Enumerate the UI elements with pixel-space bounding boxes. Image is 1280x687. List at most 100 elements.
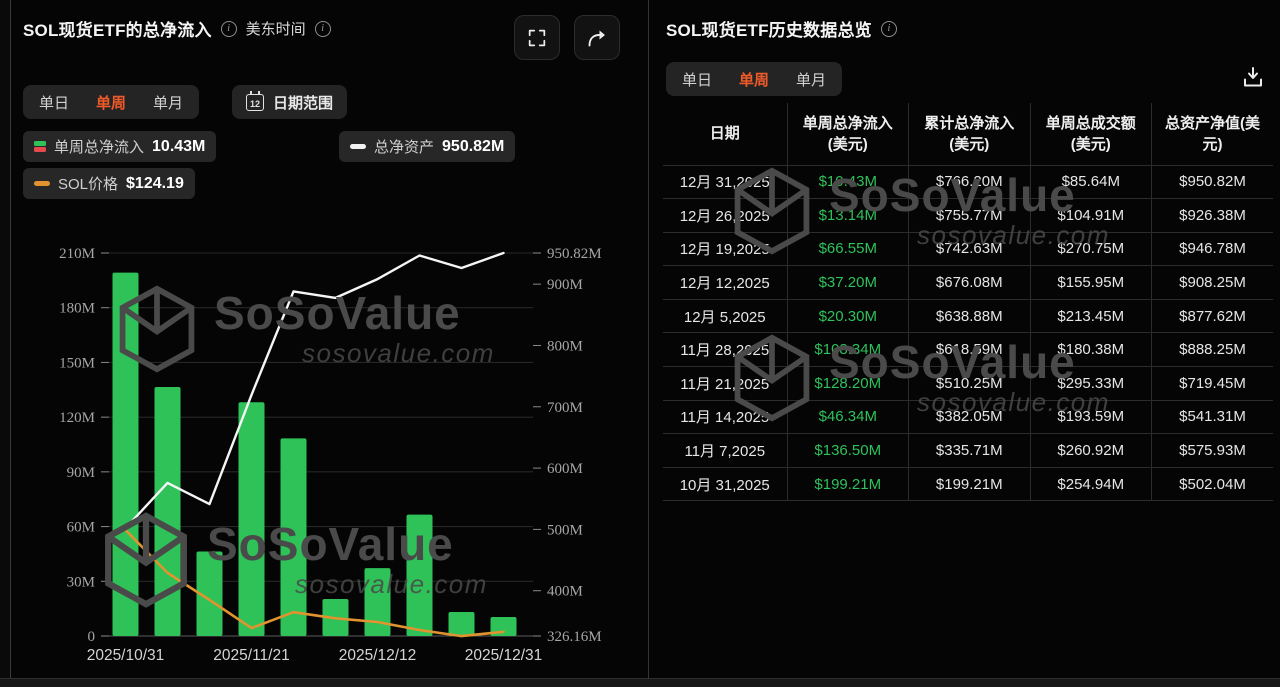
calendar-icon: 12: [246, 90, 264, 111]
x-axis-label: 2025/10/31: [87, 647, 165, 664]
left-axis-label: 0: [88, 629, 96, 645]
cell-value: $888.25M: [1151, 332, 1273, 368]
cell-value: $104.91M: [1029, 198, 1152, 233]
table-row[interactable]: 10月 31,2025 $199.21M $199.21M $254.94M $502.…: [663, 466, 1273, 502]
cell-value: $742.63M: [908, 231, 1031, 267]
share-icon: [588, 30, 605, 46]
white-dash-icon: [350, 144, 366, 149]
bar-weekly-net-inflow[interactable]: [112, 272, 139, 636]
cell-value: $85.64M: [1029, 164, 1152, 200]
period-tab-group: 单日 单周 单月: [23, 85, 200, 119]
cell-value: $676.08M: [908, 265, 1031, 300]
cell-value: $575.93M: [1151, 433, 1273, 468]
table-row[interactable]: 12月 31,2025 $10.43M $766.20M $85.64M $950.82…: [663, 164, 1273, 200]
title-info-icon[interactable]: [220, 20, 237, 37]
bar-weekly-net-inflow[interactable]: [406, 514, 433, 636]
left-axis-label: 210M: [59, 246, 95, 262]
cell-value: $10.43M: [786, 164, 909, 200]
cell-date: 10月 31,2025: [663, 466, 788, 502]
bar-weekly-net-inflow[interactable]: [448, 612, 475, 636]
legend-weekly-inflow[interactable]: 单周总净流入 10.43M: [23, 131, 217, 162]
bar-weekly-net-inflow[interactable]: [280, 438, 307, 636]
cell-date: 11月 14,2025: [663, 399, 788, 435]
table-row[interactable]: 11月 14,2025 $46.34M $382.05M $193.59M $541.3…: [663, 399, 1273, 435]
download-icon: [1244, 67, 1262, 87]
col-weekly-volume: 单周总成交额 (美元): [1029, 103, 1152, 166]
tab-daily[interactable]: 单日: [39, 94, 70, 112]
cell-value: $46.34M: [786, 399, 909, 435]
share-button[interactable]: [574, 15, 620, 60]
table-row[interactable]: 11月 28,2025 $108.34M $618.59M $180.38M $888.…: [663, 332, 1273, 368]
cell-value: $66.55M: [786, 231, 909, 267]
cell-value: $213.45M: [1029, 298, 1152, 334]
col-weekly-inflow: 单周总净流入 (美元): [786, 103, 909, 166]
tab-weekly[interactable]: 单周: [96, 94, 127, 112]
cell-value: $926.38M: [1151, 198, 1273, 233]
cell-value: $37.20M: [786, 265, 909, 300]
right-axis-label: 800M: [547, 338, 583, 354]
timezone-info-icon[interactable]: [314, 20, 331, 37]
line-sol-price[interactable]: [124, 528, 505, 638]
x-axis-label: 2025/11/21: [213, 647, 289, 664]
legend-total-net-assets[interactable]: 总净资产 950.82M: [339, 131, 516, 162]
period-tab-group: 单日 单周 单月: [666, 62, 843, 96]
tab-daily[interactable]: 单日: [682, 71, 713, 89]
page-title: SOL现货ETF的总净流入: [23, 21, 212, 40]
date-range-button[interactable]: 12 日期范围: [232, 85, 348, 119]
bar-weekly-net-inflow[interactable]: [364, 568, 391, 636]
line-total-net-assets[interactable]: [124, 251, 505, 530]
cell-value: $382.05M: [908, 399, 1031, 435]
table-row[interactable]: 12月 26,2025 $13.14M $755.77M $104.91M $926.3…: [663, 198, 1273, 233]
history-table: 日期 单周总净流入 (美元) 累计总净流入 (美元) 单周总成交额 (美元) 总资产净…: [663, 103, 1273, 502]
download-button[interactable]: [1234, 58, 1272, 96]
table-info-icon[interactable]: [880, 20, 897, 37]
cell-value: $155.95M: [1029, 265, 1152, 300]
legend-value: 950.82M: [442, 137, 505, 155]
cell-value: $510.25M: [908, 366, 1031, 401]
table-row[interactable]: 12月 5,2025 $20.30M $638.88M $213.45M $877.62…: [663, 298, 1273, 334]
orange-dash-icon: [34, 181, 50, 186]
right-axis-label: 326.16M: [547, 629, 602, 645]
cell-value: $136.50M: [786, 433, 909, 468]
date-range-label: 日期范围: [273, 94, 334, 112]
cell-value: $270.75M: [1029, 231, 1152, 267]
left-axis-label: 180M: [59, 301, 95, 317]
left-axis-label: 60M: [67, 520, 95, 536]
chart-panel: SOL现货ETF的总净流入 美东时间 单日 单周 单月 12 日期范围: [10, 0, 648, 678]
fullscreen-button[interactable]: [514, 15, 560, 60]
bar-weekly-net-inflow[interactable]: [154, 387, 181, 636]
right-axis-label: 950.82M: [547, 246, 602, 262]
table-header-row: 日期 单周总净流入 (美元) 累计总净流入 (美元) 单周总成交额 (美元) 总资产净…: [663, 103, 1273, 166]
tab-monthly[interactable]: 单月: [153, 94, 184, 112]
cell-date: 11月 21,2025: [663, 366, 788, 401]
cell-value: $128.20M: [786, 366, 909, 401]
cell-value: $199.21M: [908, 466, 1031, 502]
cell-date: 11月 7,2025: [663, 433, 788, 468]
cell-value: $295.33M: [1029, 366, 1152, 401]
cell-value: $755.77M: [908, 198, 1031, 233]
cell-value: $20.30M: [786, 298, 909, 334]
right-axis-label: 400M: [547, 584, 583, 600]
tab-monthly[interactable]: 单月: [796, 71, 827, 89]
fullscreen-icon: [528, 29, 546, 46]
cell-value: $541.31M: [1151, 399, 1273, 435]
cell-value: $260.92M: [1029, 433, 1152, 468]
combo-chart-area[interactable]: 0 30M 60M 90M 120M 150M 180M 210M 950.82M 900M 800…: [11, 228, 643, 678]
table-row[interactable]: 11月 21,2025 $128.20M $510.25M $295.33M $719.…: [663, 366, 1273, 401]
cell-date: 12月 19,2025: [663, 231, 788, 267]
col-total-nav: 总资产净值(美 元): [1151, 103, 1273, 166]
table-row[interactable]: 11月 7,2025 $136.50M $335.71M $260.92M $575.9…: [663, 433, 1273, 468]
bar-weekly-net-inflow[interactable]: [238, 402, 265, 636]
chart-panel-header: SOL现货ETF的总净流入 美东时间: [23, 16, 331, 41]
x-axis-label: 2025/12/12: [339, 647, 417, 664]
cell-value: $908.25M: [1151, 265, 1273, 300]
col-date: 日期: [663, 103, 788, 166]
legend-sol-price[interactable]: SOL价格 $124.19: [23, 168, 195, 199]
table-row[interactable]: 12月 12,2025 $37.20M $676.08M $155.95M $908.2…: [663, 265, 1273, 300]
bar-weekly-net-inflow[interactable]: [196, 551, 223, 636]
cell-value: $108.34M: [786, 332, 909, 368]
col-cumulative-inflow: 累计总净流入 (美元): [908, 103, 1031, 166]
tab-weekly[interactable]: 单周: [739, 71, 770, 89]
table-row[interactable]: 12月 19,2025 $66.55M $742.63M $270.75M $946.7…: [663, 231, 1273, 267]
left-axis-label: 150M: [59, 355, 95, 371]
